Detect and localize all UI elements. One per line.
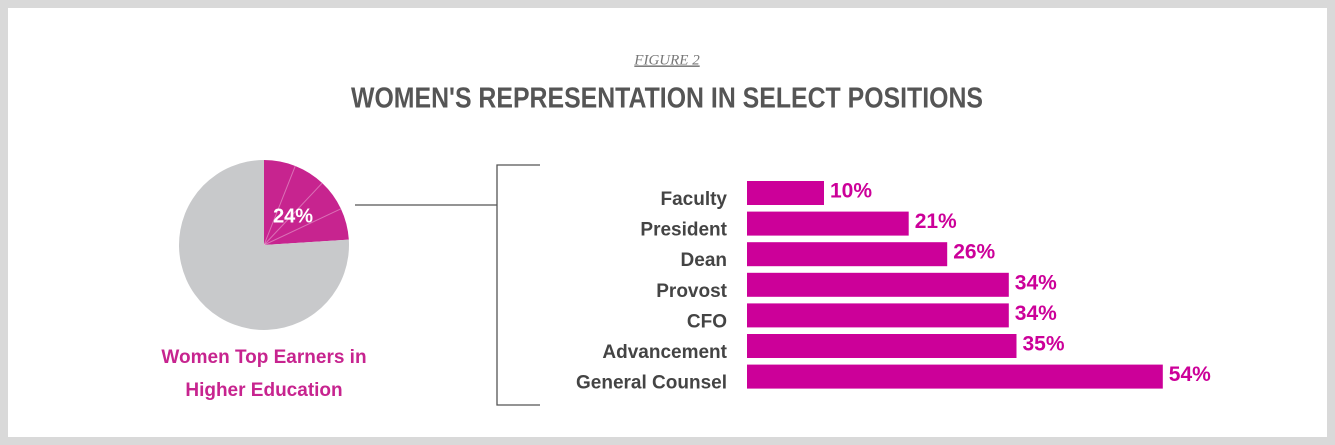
bar-value-label: 10% <box>830 180 872 203</box>
category-label: Advancement <box>602 342 727 363</box>
slice-decoration <box>263 165 296 246</box>
bar <box>747 211 909 236</box>
pie-value-label: 24% <box>273 205 313 227</box>
pie-caption: Women Top Earners in Higher Education <box>161 347 367 401</box>
bar-value-label: 21% <box>915 210 957 233</box>
connector <box>355 164 540 406</box>
pie-slice <box>179 160 349 330</box>
category-label: Provost <box>656 281 727 302</box>
category-label: Dean <box>681 250 727 271</box>
bar-value-label: 34% <box>1015 271 1057 294</box>
bar <box>747 181 824 205</box>
category-label: CFO <box>687 311 727 332</box>
bar-value-label: 34% <box>1015 302 1057 325</box>
bar <box>747 303 1009 328</box>
bar-value-label: 35% <box>1023 333 1065 356</box>
bar <box>747 334 1017 358</box>
category-label: General Counsel <box>576 373 727 394</box>
bar-value-label: 54% <box>1169 363 1211 386</box>
slice-decoration <box>263 208 342 246</box>
bracket <box>496 164 540 406</box>
category-label: President <box>640 220 727 241</box>
bar <box>747 364 1163 389</box>
bar <box>747 242 948 267</box>
pie-slice <box>264 160 349 245</box>
category-label: Faculty <box>660 189 727 210</box>
chart-title: WOMEN'S REPRESENTATION IN SELECT POSITIO… <box>351 83 983 115</box>
bar <box>747 272 1009 297</box>
figure-label: FIGURE 2 <box>633 52 700 68</box>
bar-value-label: 26% <box>953 241 995 264</box>
slice-decoration <box>263 182 323 246</box>
